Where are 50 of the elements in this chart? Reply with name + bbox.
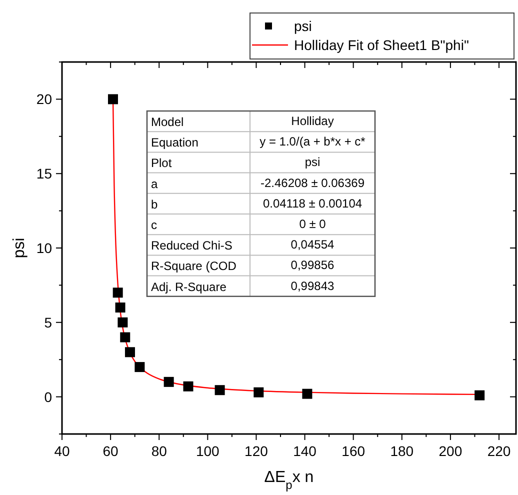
x-tick-label: 80 bbox=[151, 443, 168, 459]
annotation: Equation bbox=[151, 136, 198, 150]
legend-label: psi bbox=[294, 18, 312, 34]
annotation: 0,99856 bbox=[290, 258, 335, 272]
point bbox=[115, 302, 126, 313]
annotation: a bbox=[151, 176, 158, 191]
annotation: Holliday bbox=[291, 114, 334, 128]
point bbox=[474, 390, 485, 400]
x-tick-label: 40 bbox=[54, 443, 70, 459]
point bbox=[120, 332, 130, 342]
x-tick-label: 160 bbox=[342, 443, 366, 459]
annotation: Model bbox=[151, 115, 184, 129]
x-tick-label: 60 bbox=[102, 443, 119, 459]
annotation: R-Square (COD bbox=[151, 259, 237, 274]
annotation: psi bbox=[304, 155, 320, 170]
x-tick-label: 200 bbox=[438, 443, 462, 459]
annotation: -2.46208 ± 0.06369 bbox=[260, 176, 365, 190]
y-tick-label: 5 bbox=[44, 314, 52, 330]
x-tick-label: 220 bbox=[487, 443, 511, 459]
point bbox=[112, 288, 123, 298]
annotation: y = 1.0/(a + b*x + c* bbox=[260, 134, 366, 149]
annotation: 0,99843 bbox=[290, 278, 335, 293]
annotation: b bbox=[151, 197, 158, 212]
annotation: c bbox=[151, 218, 157, 232]
point bbox=[214, 385, 225, 396]
point bbox=[134, 362, 145, 372]
annotation: 0.04118 ± 0.00104 bbox=[262, 196, 362, 210]
point bbox=[108, 94, 118, 104]
y-axis-title: psi bbox=[11, 238, 28, 258]
y-tick-label: 10 bbox=[36, 240, 52, 256]
legend-label: Holliday Fit of Sheet1 B"phi" bbox=[294, 37, 469, 53]
annotation: Reduced Chi-S bbox=[151, 238, 232, 253]
point bbox=[254, 387, 264, 398]
annotation: 0 ± 0 bbox=[299, 217, 326, 231]
annotation: 0,04554 bbox=[290, 238, 335, 252]
point bbox=[302, 388, 312, 399]
x-tick-label: 140 bbox=[293, 443, 317, 459]
point bbox=[183, 381, 194, 392]
annotation: Plot bbox=[151, 156, 172, 170]
x-axis-title: ΔE$_{p}$x n bbox=[264, 469, 314, 492]
point bbox=[124, 347, 135, 358]
x-tick-label: 120 bbox=[244, 443, 268, 459]
annotation: Adj. R-Square bbox=[151, 280, 227, 294]
y-tick-label: 20 bbox=[36, 91, 52, 108]
point bbox=[118, 317, 128, 328]
x-tick-label: 100 bbox=[196, 443, 220, 459]
point bbox=[164, 376, 174, 387]
x-tick-label: 180 bbox=[390, 443, 414, 459]
y-tick-label: 0 bbox=[44, 388, 52, 405]
y-tick-label: 15 bbox=[36, 166, 52, 182]
